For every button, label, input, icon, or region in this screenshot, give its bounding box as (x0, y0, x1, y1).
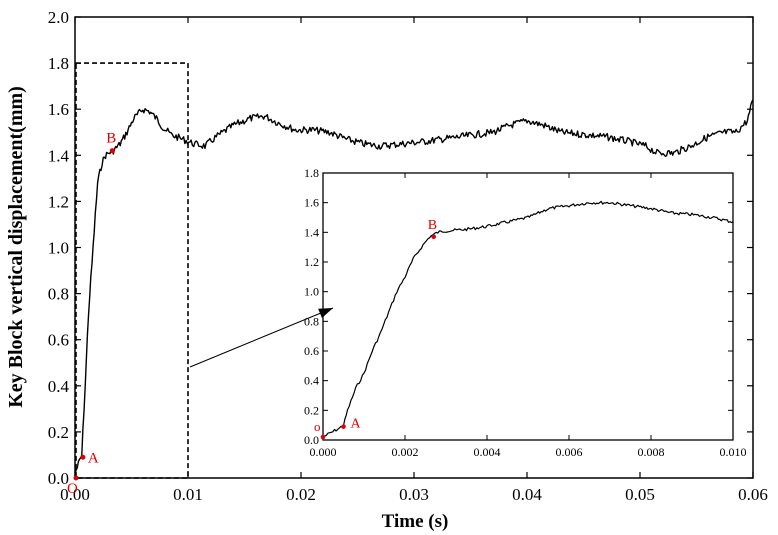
point-label-o: O (67, 481, 78, 497)
inset-y-tick-label: 1.8 (304, 166, 319, 180)
inset-y-tick-label: 1.0 (304, 285, 319, 299)
y-tick-label: 0.6 (48, 331, 69, 350)
inset-y-tick-label: 1.2 (304, 255, 319, 269)
inset-point-label-b: B (428, 218, 437, 233)
x-tick-label: 0.00 (60, 485, 90, 504)
x-tick-label: 0.06 (738, 485, 768, 504)
y-tick-label: 1.8 (48, 54, 69, 73)
inset-x-tick-label: 0.000 (310, 445, 337, 459)
inset-point-marker-a (341, 424, 346, 429)
inset-y-tick-label: 0.8 (304, 314, 319, 328)
inset-x-tick-label: 0.004 (474, 445, 501, 459)
inset-x-tick-label: 0.008 (638, 445, 665, 459)
x-tick-label: 0.05 (625, 485, 655, 504)
x-tick-label: 0.04 (512, 485, 542, 504)
point-label-b: B (106, 131, 116, 147)
point-marker-b (109, 148, 115, 154)
x-tick-label: 0.01 (173, 485, 203, 504)
point-marker-o (73, 475, 79, 481)
x-axis-title: Time (s) (382, 511, 449, 532)
y-tick-label: 1.6 (48, 100, 69, 119)
y-tick-label: 2.0 (48, 8, 69, 27)
inset-y-tick-label: 0.6 (304, 344, 319, 358)
point-label-a: A (88, 450, 99, 466)
y-axis-title: Key Block vertical displacement(mm) (5, 86, 27, 408)
inset-point-label-o: o (314, 419, 321, 434)
inset-x-tick-label: 0.006 (556, 445, 583, 459)
y-tick-label: 1.2 (48, 192, 69, 211)
inset-x-tick-label: 0.002 (392, 445, 419, 459)
zoom-connector-line (189, 307, 334, 368)
y-tick-label: 0.8 (48, 285, 69, 304)
inset-series-line (322, 200, 734, 438)
y-tick-label: 0.0 (48, 469, 69, 488)
zoom-region-box (75, 62, 189, 479)
y-tick-label: 0.4 (48, 377, 70, 396)
inset-y-tick-label: 1.6 (304, 196, 319, 210)
x-tick-label: 0.02 (286, 485, 316, 504)
series-line (74, 99, 754, 474)
inset-frame (322, 172, 734, 441)
inset-y-tick-label: 1.4 (304, 225, 319, 239)
point-marker-a (80, 454, 86, 460)
y-tick-label: 0.2 (48, 423, 69, 442)
zoom-connector-arrowhead (318, 308, 333, 318)
inset-point-label-a: A (351, 417, 362, 432)
y-tick-label: 1.4 (48, 146, 70, 165)
inset-y-tick-label: 0.0 (304, 433, 319, 447)
inset-point-marker-o (320, 434, 326, 440)
y-tick-label: 1.0 (48, 239, 69, 258)
inset-y-tick-label: 0.2 (304, 403, 319, 417)
inset-y-tick-label: 0.4 (304, 374, 319, 388)
x-tick-label: 0.03 (399, 485, 429, 504)
inset-point-marker-b (431, 234, 437, 240)
inset-x-tick-label: 0.010 (720, 445, 747, 459)
